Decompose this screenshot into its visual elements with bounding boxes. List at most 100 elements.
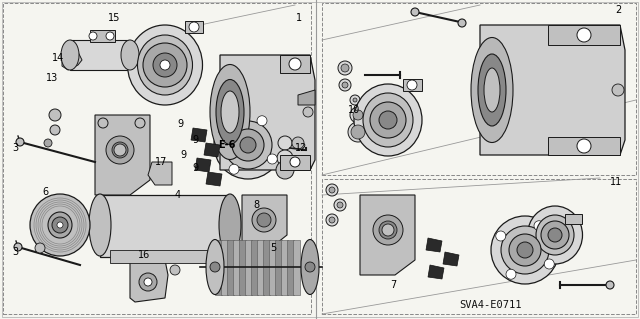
Circle shape xyxy=(339,79,351,91)
Bar xyxy=(257,240,264,295)
Circle shape xyxy=(170,265,180,275)
Text: 9: 9 xyxy=(180,150,186,160)
Circle shape xyxy=(210,262,220,272)
Bar xyxy=(275,240,282,295)
Circle shape xyxy=(160,60,170,70)
Text: 12: 12 xyxy=(295,143,307,153)
Circle shape xyxy=(458,19,466,27)
Bar xyxy=(100,195,230,257)
Polygon shape xyxy=(548,137,620,155)
Circle shape xyxy=(337,202,343,208)
Circle shape xyxy=(329,217,335,223)
Ellipse shape xyxy=(214,111,282,179)
Polygon shape xyxy=(148,162,172,185)
Text: 7: 7 xyxy=(390,280,396,290)
Circle shape xyxy=(612,84,624,96)
Text: E-6: E-6 xyxy=(218,140,236,150)
Ellipse shape xyxy=(48,212,72,238)
Text: 1: 1 xyxy=(296,13,302,23)
Text: 9: 9 xyxy=(192,135,198,145)
Ellipse shape xyxy=(373,215,403,245)
Circle shape xyxy=(548,228,562,242)
Circle shape xyxy=(353,98,357,102)
Polygon shape xyxy=(548,25,620,45)
Text: 17: 17 xyxy=(155,157,168,167)
Circle shape xyxy=(329,187,335,193)
Polygon shape xyxy=(191,128,207,142)
Ellipse shape xyxy=(206,240,224,294)
Bar xyxy=(90,30,115,42)
Text: SVA4-E0711: SVA4-E0711 xyxy=(459,300,521,310)
Ellipse shape xyxy=(61,40,79,70)
Circle shape xyxy=(370,102,406,138)
Ellipse shape xyxy=(219,194,241,256)
Text: 9: 9 xyxy=(177,119,183,129)
Polygon shape xyxy=(565,214,582,224)
Circle shape xyxy=(14,243,22,251)
Polygon shape xyxy=(185,21,203,33)
FancyBboxPatch shape xyxy=(322,179,636,314)
Circle shape xyxy=(289,58,301,70)
Circle shape xyxy=(342,82,348,88)
Circle shape xyxy=(50,125,60,135)
Circle shape xyxy=(89,32,97,40)
Polygon shape xyxy=(130,260,168,302)
Circle shape xyxy=(219,126,228,136)
Ellipse shape xyxy=(536,215,574,255)
Polygon shape xyxy=(242,195,287,247)
Polygon shape xyxy=(443,252,459,266)
Polygon shape xyxy=(204,143,220,157)
Circle shape xyxy=(509,234,541,266)
Circle shape xyxy=(305,262,315,272)
Ellipse shape xyxy=(89,194,111,256)
Circle shape xyxy=(290,157,300,167)
Circle shape xyxy=(577,28,591,42)
Bar xyxy=(221,240,228,295)
Circle shape xyxy=(16,138,24,146)
FancyBboxPatch shape xyxy=(322,3,636,175)
Circle shape xyxy=(98,118,108,128)
Circle shape xyxy=(57,222,63,228)
Text: 6: 6 xyxy=(42,187,48,197)
Circle shape xyxy=(379,111,397,129)
Circle shape xyxy=(106,32,114,40)
Bar xyxy=(233,240,240,295)
Ellipse shape xyxy=(112,142,128,158)
Bar xyxy=(215,240,222,295)
Circle shape xyxy=(276,161,294,179)
Text: 15: 15 xyxy=(108,13,120,23)
Bar xyxy=(251,240,258,295)
Circle shape xyxy=(277,150,293,166)
Circle shape xyxy=(517,242,533,258)
Ellipse shape xyxy=(224,121,272,169)
Circle shape xyxy=(326,184,338,196)
Circle shape xyxy=(407,80,417,90)
Ellipse shape xyxy=(491,216,559,284)
Text: 3: 3 xyxy=(12,143,18,153)
Circle shape xyxy=(153,53,177,77)
Circle shape xyxy=(52,217,68,233)
Text: 5: 5 xyxy=(270,243,276,253)
Circle shape xyxy=(303,107,313,117)
Polygon shape xyxy=(110,250,220,263)
Bar xyxy=(245,240,252,295)
Ellipse shape xyxy=(257,213,271,227)
Ellipse shape xyxy=(127,25,202,105)
Circle shape xyxy=(541,221,569,249)
Text: 3: 3 xyxy=(12,247,18,257)
Ellipse shape xyxy=(363,93,413,147)
Ellipse shape xyxy=(216,79,244,145)
Circle shape xyxy=(229,164,239,174)
Polygon shape xyxy=(195,158,211,172)
Circle shape xyxy=(44,139,52,147)
Ellipse shape xyxy=(478,54,506,126)
Circle shape xyxy=(411,8,419,16)
FancyBboxPatch shape xyxy=(3,3,311,314)
Circle shape xyxy=(353,110,363,120)
Ellipse shape xyxy=(484,68,500,112)
Bar xyxy=(263,240,270,295)
Polygon shape xyxy=(220,55,315,170)
Text: 4: 4 xyxy=(175,190,181,200)
Ellipse shape xyxy=(252,208,276,232)
Circle shape xyxy=(350,107,366,123)
